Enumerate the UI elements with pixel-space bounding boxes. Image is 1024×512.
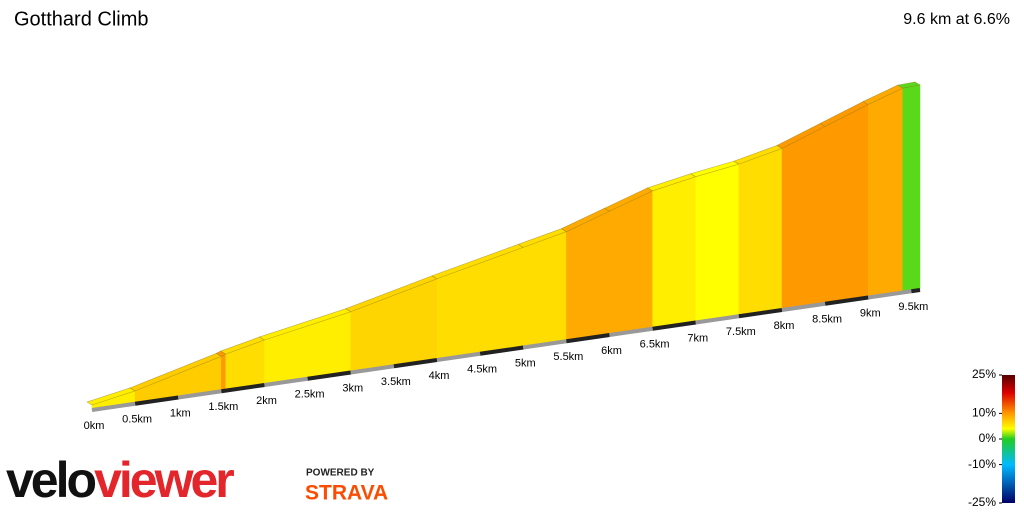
color-scale-label: -10% — [968, 457, 996, 471]
gradient-segment — [652, 176, 696, 330]
x-tick-label: 9.5km — [898, 301, 928, 313]
x-tick-label: 0.5km — [122, 414, 152, 426]
x-tick-label: 8km — [774, 320, 795, 332]
gradient-segment — [436, 247, 524, 361]
x-tick-label: 4.5km — [467, 364, 497, 376]
logo: veloviewer — [6, 452, 234, 508]
axis-tick — [221, 383, 265, 394]
color-scale-bar — [1002, 375, 1015, 503]
x-tick-label: 6.5km — [640, 339, 670, 351]
x-tick-label: 7km — [687, 332, 708, 344]
gradient-segment — [221, 353, 226, 392]
gradient-segment — [738, 148, 783, 317]
powered-by: POWERED BY — [306, 468, 375, 479]
axis-tick — [522, 339, 567, 350]
gradient-segment — [781, 126, 826, 311]
x-tick-label: 4km — [429, 370, 450, 382]
axis-tick — [695, 314, 740, 325]
axis-tick — [911, 288, 921, 294]
axis-tick — [566, 333, 610, 344]
gradient-segment — [566, 210, 610, 342]
x-tick-label: 5km — [515, 357, 536, 369]
x-tick-label: 7.5km — [726, 326, 756, 338]
gradient-segment — [695, 163, 740, 323]
axis-tick — [91, 401, 136, 412]
x-tick-label: 8.5km — [812, 314, 842, 326]
axis-tick — [436, 351, 481, 362]
x-tick-label: 6km — [601, 345, 622, 357]
color-scale-label: -25% — [968, 495, 996, 509]
axis-tick — [393, 358, 438, 369]
gradient-segment — [523, 231, 567, 348]
x-tick-label: 2km — [256, 395, 277, 407]
axis-tick — [652, 320, 697, 331]
axis-tick — [177, 389, 222, 400]
x-tick-label: 1km — [170, 407, 191, 419]
x-tick-label: 3.5km — [381, 376, 411, 388]
x-tick-label: 5.5km — [553, 351, 583, 363]
axis-tick — [738, 308, 783, 319]
chart-title: Gotthard Climb — [14, 8, 149, 30]
partner-logo: STRAVA — [305, 482, 388, 505]
color-scale-label: 10% — [972, 406, 996, 420]
segment-top — [896, 81, 921, 89]
color-scale-label: 25% — [972, 367, 996, 381]
x-tick-label: 1.5km — [208, 401, 238, 413]
x-tick-label: 0km — [84, 420, 105, 432]
x-tick-label: 2.5km — [295, 389, 325, 401]
axis-tick — [134, 395, 179, 406]
axis-tick — [781, 301, 826, 312]
x-tick-label: 9km — [860, 307, 881, 319]
axis-tick — [307, 370, 352, 381]
profile — [86, 81, 921, 411]
axis-tick — [350, 364, 395, 375]
axis-tick — [824, 295, 869, 306]
axis-tick — [867, 289, 912, 300]
gradient-segment — [868, 87, 903, 298]
chart-subtitle: 9.6 km at 6.6% — [903, 11, 1010, 28]
gradient-segment — [609, 190, 653, 336]
gradient-segment — [902, 84, 921, 293]
axis-tick — [479, 345, 524, 356]
color-scale-label: 0% — [979, 431, 997, 445]
axis-tick — [264, 376, 308, 387]
axis-tick — [609, 326, 653, 337]
x-tick-label: 3km — [342, 382, 363, 394]
gradient-segment — [824, 104, 869, 305]
